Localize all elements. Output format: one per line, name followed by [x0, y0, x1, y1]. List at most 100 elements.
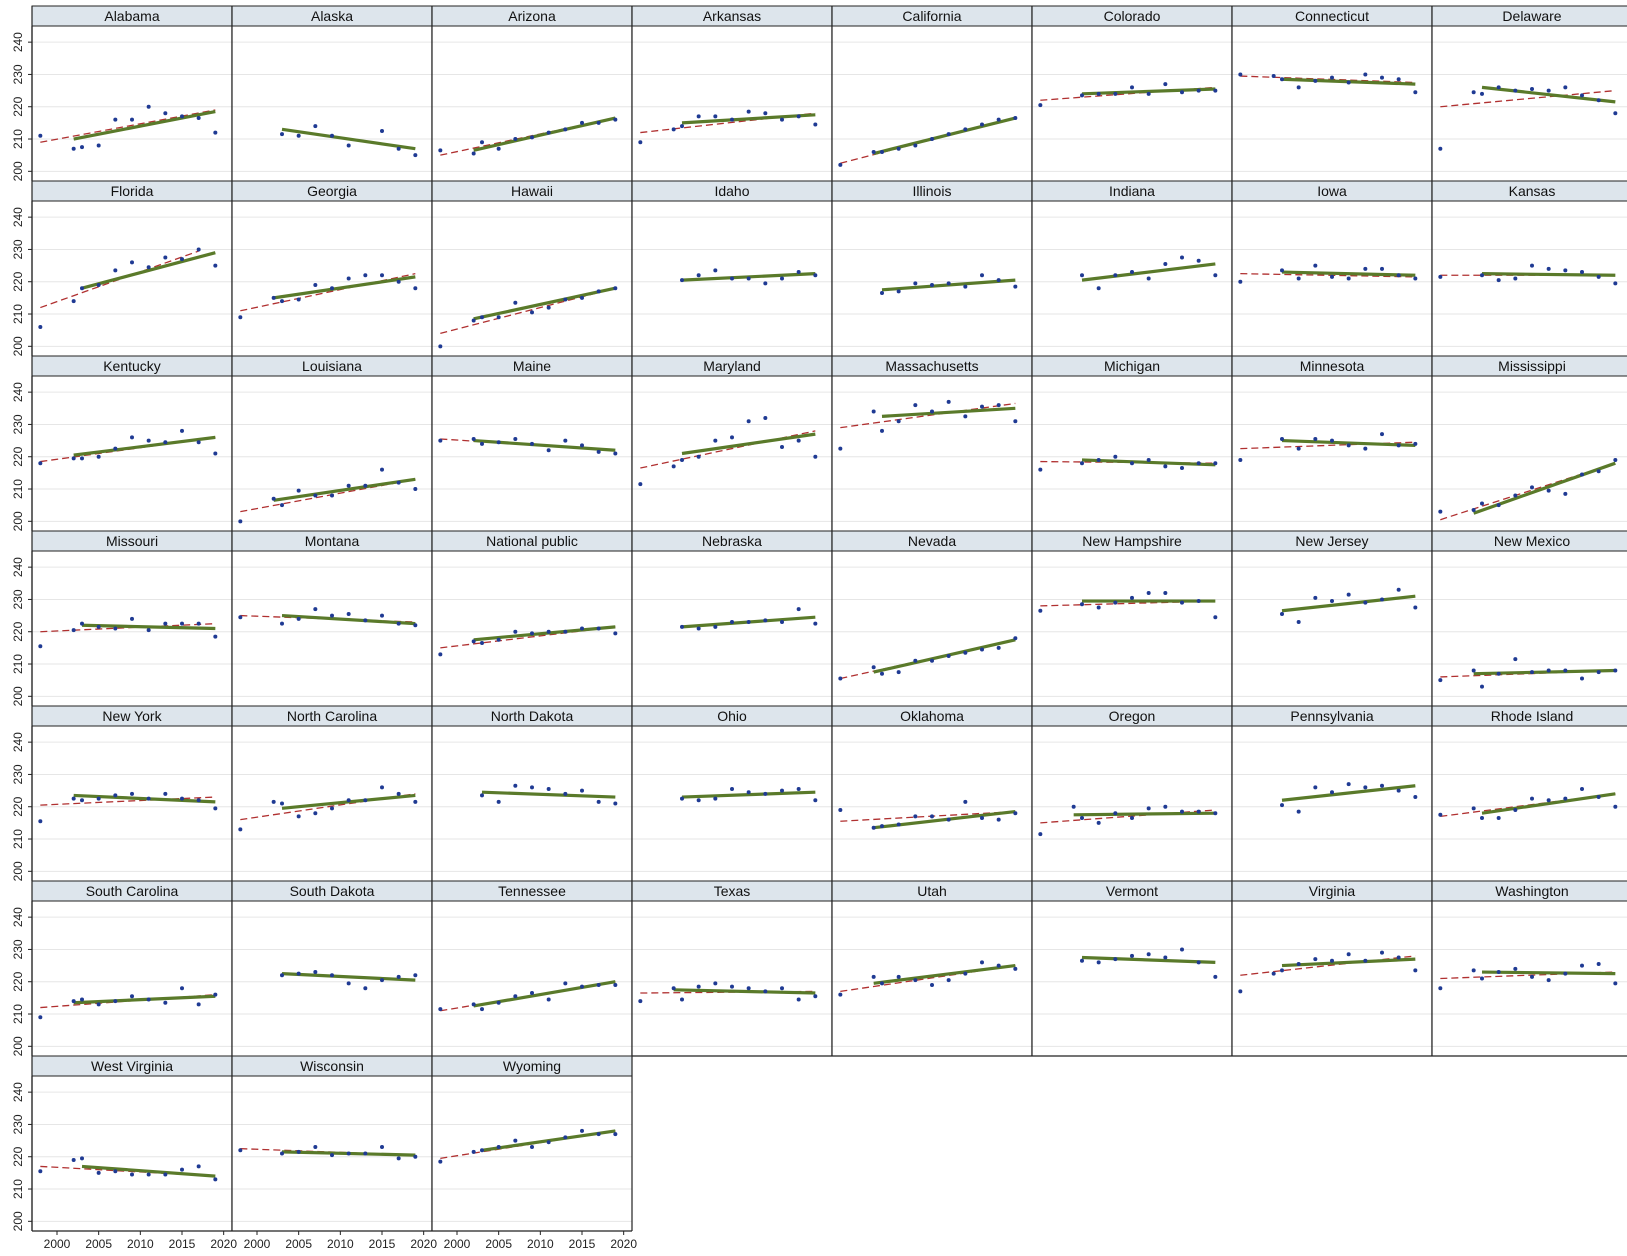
- data-point: [680, 124, 684, 129]
- data-point: [1130, 953, 1134, 958]
- data-point: [130, 117, 134, 122]
- fit-line-dashed: [40, 796, 216, 806]
- data-point: [346, 1151, 351, 1156]
- data-point: [1580, 270, 1584, 275]
- data-point: [1513, 657, 1518, 662]
- data-point: [813, 454, 818, 459]
- data-point: [1513, 807, 1518, 812]
- fit-line-dashed: [40, 623, 216, 633]
- data-point: [38, 461, 43, 466]
- data-point: [1480, 501, 1484, 506]
- data-point: [71, 796, 76, 801]
- panel: Maine: [431, 355, 633, 531]
- data-point: [1563, 668, 1568, 673]
- y-tick-label: 210: [11, 129, 25, 149]
- panel-title: Vermont: [1106, 883, 1158, 899]
- data-point: [746, 620, 751, 625]
- data-point: [896, 289, 901, 294]
- fit-line-solid: [73, 110, 216, 141]
- data-point: [1238, 989, 1243, 994]
- plot-area: [1432, 901, 1627, 1056]
- data-point: [96, 1002, 101, 1007]
- panel: Delaware: [1431, 5, 1627, 181]
- data-point: [413, 973, 418, 978]
- panel-title: Washington: [1495, 883, 1568, 899]
- data-point: [913, 658, 918, 663]
- y-tick-label: 220: [11, 971, 25, 991]
- data-point: [730, 276, 734, 281]
- data-point: [696, 626, 701, 631]
- data-point: [1546, 266, 1551, 271]
- data-point: [480, 315, 484, 320]
- data-point: [113, 793, 118, 798]
- data-point: [496, 799, 501, 804]
- fit-line-dashed: [40, 250, 199, 309]
- data-point: [613, 286, 618, 291]
- data-point: [196, 1002, 201, 1007]
- data-point: [1596, 469, 1601, 474]
- data-point: [1496, 278, 1501, 283]
- data-point: [580, 443, 584, 448]
- fit-line-solid: [81, 251, 216, 290]
- data-point: [838, 992, 843, 997]
- data-point: [196, 798, 201, 803]
- data-point: [196, 440, 201, 445]
- data-point: [280, 621, 284, 626]
- data-point: [813, 994, 818, 999]
- plot-area: [232, 551, 432, 706]
- data-point: [1438, 678, 1443, 683]
- data-point: [180, 428, 184, 433]
- data-point: [963, 414, 968, 419]
- data-point: [1313, 595, 1318, 600]
- data-point: [146, 628, 151, 633]
- panel: Nevada: [831, 530, 1033, 706]
- data-point: [613, 801, 618, 806]
- panel: Nebraska: [631, 530, 833, 706]
- plot-area: [632, 551, 832, 706]
- panel: National public: [431, 530, 633, 706]
- panel-title: Georgia: [307, 183, 357, 199]
- data-point: [1196, 88, 1201, 93]
- panel: Idaho: [631, 180, 833, 356]
- data-point: [1296, 620, 1301, 625]
- data-point: [1480, 684, 1484, 689]
- data-point: [1596, 98, 1601, 103]
- data-point: [346, 611, 351, 616]
- data-point: [1146, 276, 1151, 281]
- data-point: [946, 281, 951, 286]
- plot-area: [1032, 376, 1232, 531]
- data-point: [946, 132, 951, 137]
- data-point: [596, 799, 601, 804]
- data-point: [1530, 670, 1534, 675]
- data-point: [1530, 86, 1534, 91]
- data-point: [946, 817, 951, 822]
- data-point: [946, 978, 951, 983]
- data-point: [1013, 966, 1018, 971]
- data-point: [380, 128, 384, 133]
- data-point: [1096, 457, 1101, 462]
- panel-title: South Carolina: [86, 883, 179, 899]
- data-point: [980, 647, 984, 652]
- panel-title: National public: [486, 533, 578, 549]
- y-tick-label: 200: [11, 1211, 25, 1231]
- data-point: [80, 997, 84, 1002]
- fit-line-solid: [1481, 272, 1616, 277]
- data-point: [1280, 436, 1284, 441]
- data-point: [1563, 85, 1568, 90]
- data-point: [1163, 804, 1168, 809]
- data-point: [880, 291, 884, 296]
- plot-area: [1032, 201, 1232, 356]
- data-point: [1280, 611, 1284, 616]
- data-point: [546, 305, 551, 310]
- fit-line-solid: [1081, 458, 1216, 467]
- data-point: [196, 621, 201, 626]
- data-point: [896, 670, 901, 675]
- data-point: [163, 791, 168, 796]
- data-point: [563, 127, 568, 132]
- data-point: [1580, 963, 1584, 968]
- fit-line-solid: [1281, 957, 1416, 968]
- data-point: [1346, 952, 1351, 957]
- y-tick-label: 200: [11, 161, 25, 181]
- data-point: [438, 344, 443, 349]
- data-point: [1180, 466, 1184, 471]
